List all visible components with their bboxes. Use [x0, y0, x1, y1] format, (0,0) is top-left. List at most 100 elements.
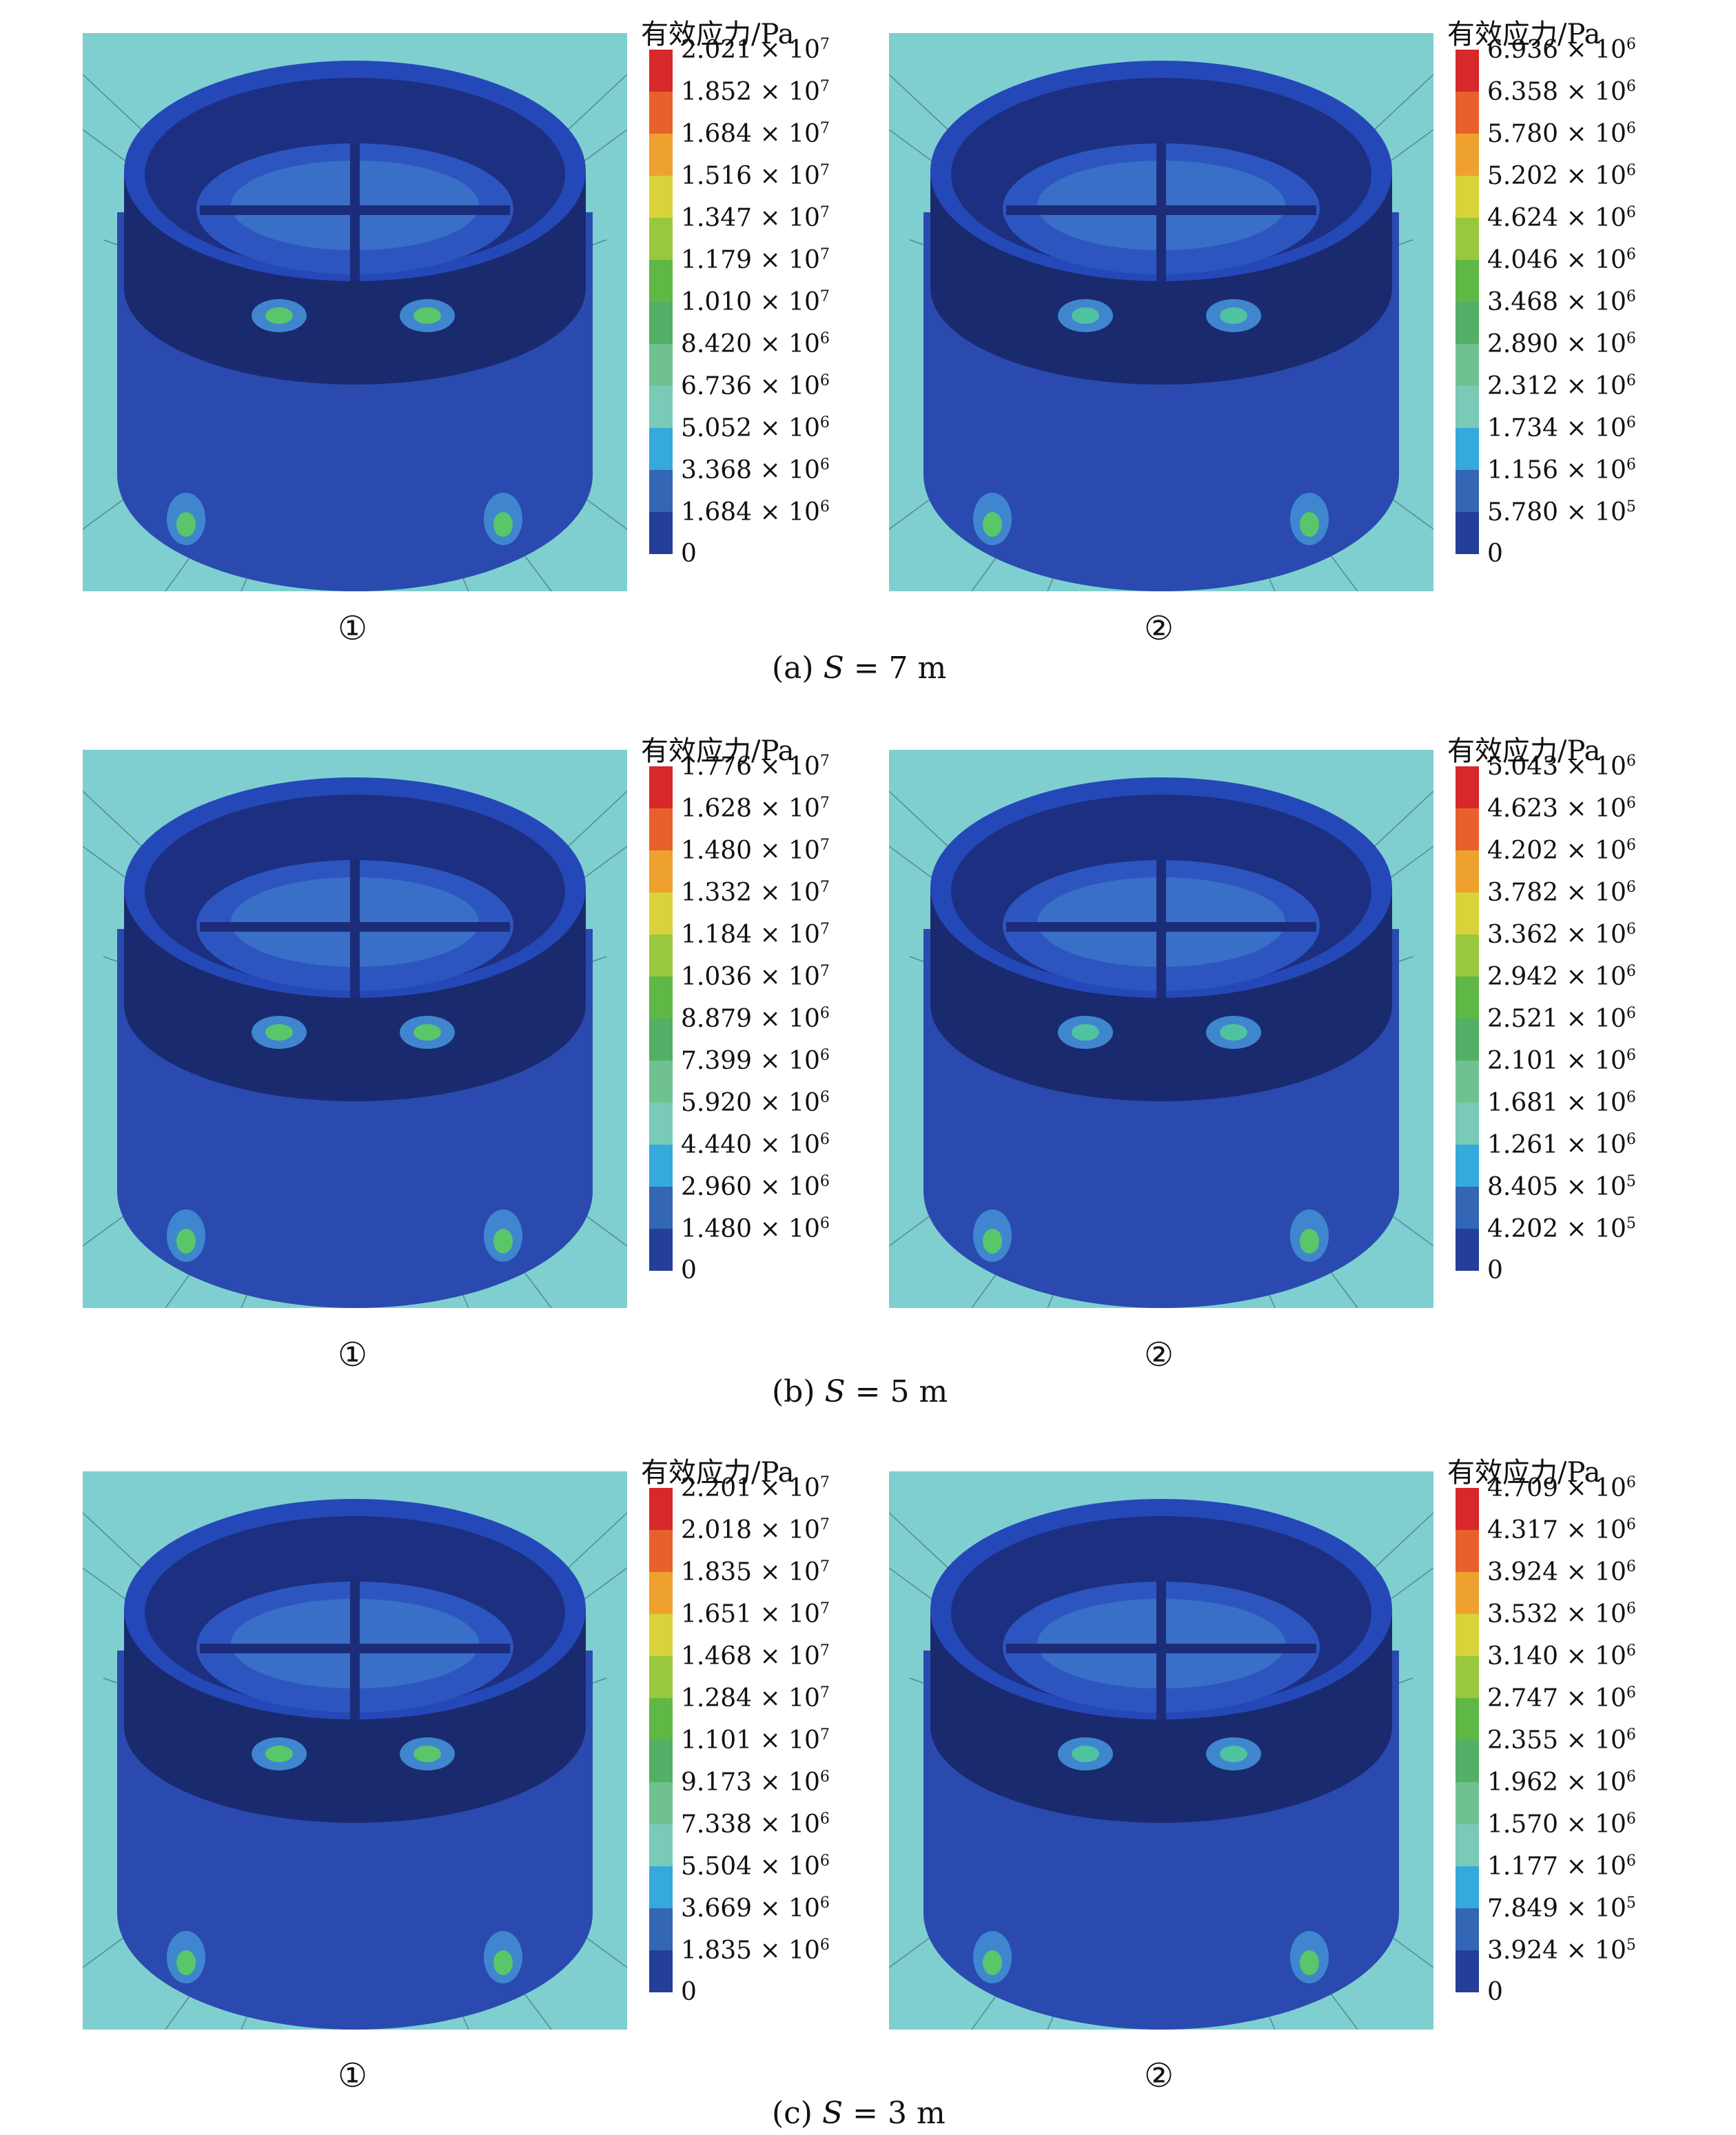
colorbar-tick-label: 1.570 × 106 — [1487, 1810, 1636, 1839]
caption-part: = 3 m — [843, 2096, 946, 2131]
colorbar-segment — [1456, 808, 1479, 850]
colorbar-segment — [649, 1572, 673, 1614]
stress-hotspot-core — [983, 1950, 1002, 1975]
colorbar-segment — [1456, 1103, 1479, 1145]
colorbar-segment — [1456, 92, 1479, 134]
colorbar-tick-label: 3.368 × 106 — [681, 456, 830, 484]
colorbar-segment — [1456, 302, 1479, 344]
colorbar-tick-label: 8.879 × 106 — [681, 1005, 830, 1033]
colorbar-tick-label: 0 — [681, 540, 697, 568]
legend-title: 有效应力/Pa — [1447, 735, 1601, 767]
colorbar-tick-label: 5.780 × 106 — [1487, 120, 1636, 148]
colorbar-segment — [1456, 176, 1479, 218]
colorbar-segment — [649, 766, 673, 808]
colorbar-segment — [649, 1614, 673, 1656]
colorbar-tick-label: 0 — [1487, 1256, 1503, 1285]
panel-index-label: ② — [1144, 609, 1174, 648]
colorbar — [1456, 1488, 1479, 1992]
colorbar-segment — [1456, 1824, 1479, 1866]
colorbar-tick-label: 1.261 × 106 — [1487, 1131, 1636, 1159]
stress-contour-panel: 有效应力/Pa 1.776 × 107 1.628 × 107 1.480 × 107… — [83, 737, 830, 1342]
colorbar-segment — [649, 1530, 673, 1572]
colorbar-tick-label: 1.651 × 107 — [681, 1600, 830, 1628]
panel-index-label: ② — [1144, 1336, 1174, 1374]
colorbar-segment — [649, 512, 673, 554]
colorbar-tick-label: 4.202 × 106 — [1487, 837, 1636, 865]
stress-legend: 有效应力/Pa 1.776 × 107 1.628 × 107 1.480 × 107… — [641, 737, 830, 1316]
colorbar-tick-label: 3.924 × 106 — [1487, 1558, 1636, 1586]
fem-render — [889, 750, 1433, 1308]
stress-legend: 有效应力/Pa 6.936 × 106 6.358 × 106 5.780 × 106… — [1447, 19, 1636, 600]
stress-hotspot-core — [1300, 512, 1319, 537]
colorbar-tick-label: 1.516 × 107 — [681, 162, 830, 190]
colorbar-tick-label: 8.405 × 105 — [1487, 1173, 1636, 1201]
colorbar-tick-label: 4.046 × 106 — [1487, 246, 1636, 274]
colorbar-segment — [649, 1145, 673, 1187]
colorbar-segment — [1456, 1656, 1479, 1698]
colorbar-tick-label: 2.890 × 106 — [1487, 330, 1636, 358]
colorbar-tick-label: 2.355 × 106 — [1487, 1726, 1636, 1755]
colorbar-segment — [649, 470, 673, 512]
colorbar-segment — [649, 934, 673, 977]
stress-contour-panel: 有效应力/Pa 2.201 × 107 2.018 × 107 1.835 × 107… — [83, 1459, 830, 2064]
colorbar-segment — [649, 428, 673, 470]
stress-hotspot-core — [413, 1746, 441, 1762]
colorbar-tick-label: 1.179 × 107 — [681, 246, 830, 274]
colorbar-tick-label: 2.942 × 106 — [1487, 963, 1636, 991]
rib — [200, 922, 510, 932]
stress-hotspot-core — [265, 307, 293, 324]
colorbar-segment — [649, 1698, 673, 1740]
colorbar-tick-label: 5.504 × 106 — [681, 1852, 830, 1881]
colorbar-segment — [649, 1782, 673, 1824]
colorbar-tick-label: 2.960 × 106 — [681, 1173, 830, 1201]
colorbar-segment — [1456, 1698, 1479, 1740]
subfigure-caption: (b) S = 5 m — [772, 1377, 948, 1407]
colorbar-tick-label: 1.684 × 107 — [681, 120, 830, 148]
colorbar-segment — [649, 218, 673, 260]
colorbar-segment — [1456, 1572, 1479, 1614]
colorbar-tick-label: 8.420 × 106 — [681, 330, 830, 358]
colorbar-segment — [649, 1824, 673, 1866]
stress-hotspot-core — [265, 1746, 293, 1762]
colorbar-tick-label: 2.021 × 107 — [681, 36, 830, 64]
stress-hotspot-core — [413, 1024, 441, 1041]
colorbar-segment — [649, 386, 673, 428]
colorbar-tick-label: 1.734 × 106 — [1487, 414, 1636, 442]
stress-hotspot-core — [983, 1229, 1002, 1254]
colorbar-segment — [1456, 344, 1479, 386]
colorbar-segment — [649, 260, 673, 302]
colorbar-tick-label: 4.709 × 106 — [1487, 1474, 1636, 1502]
colorbar-segment — [649, 176, 673, 218]
colorbar-segment — [649, 1187, 673, 1229]
colorbar-segment — [649, 92, 673, 134]
colorbar-tick-label: 1.177 × 106 — [1487, 1852, 1636, 1881]
colorbar-tick-label: 7.399 × 106 — [681, 1047, 830, 1075]
stress-hotspot-core — [1300, 1229, 1319, 1254]
colorbar-segment — [1456, 977, 1479, 1019]
colorbar-tick-label: 5.043 × 106 — [1487, 753, 1636, 781]
colorbar-segment — [1456, 1061, 1479, 1103]
caption-part: S — [812, 2096, 844, 2131]
colorbar-tick-label: 7.338 × 106 — [681, 1810, 830, 1839]
legend-title: 有效应力/Pa — [1447, 19, 1601, 50]
legend-title: 有效应力/Pa — [1447, 1457, 1601, 1489]
panel-index-label: ① — [338, 2056, 368, 2095]
colorbar-tick-label: 1.962 × 106 — [1487, 1768, 1636, 1797]
colorbar-segment — [1456, 1740, 1479, 1782]
colorbar-segment — [1456, 766, 1479, 808]
colorbar-segment — [649, 1740, 673, 1782]
fem-render — [83, 33, 627, 591]
colorbar-segment — [649, 1103, 673, 1145]
stress-contour-panel: 有效应力/Pa 5.043 × 106 4.623 × 106 4.202 × 106… — [889, 737, 1636, 1342]
caption-part: (a) — [772, 651, 814, 686]
skirt-bottom — [117, 1795, 593, 2030]
colorbar — [649, 1488, 673, 1992]
colorbar-tick-label: 1.835 × 106 — [681, 1937, 830, 1965]
colorbar-segment — [649, 1019, 673, 1061]
colorbar-segment — [1456, 1488, 1479, 1530]
stress-hotspot-core — [1072, 1024, 1099, 1041]
colorbar-segment — [649, 134, 673, 176]
stress-hotspot-core — [1220, 1024, 1247, 1041]
colorbar-segment — [649, 977, 673, 1019]
colorbar-tick-label: 0 — [681, 1256, 697, 1285]
